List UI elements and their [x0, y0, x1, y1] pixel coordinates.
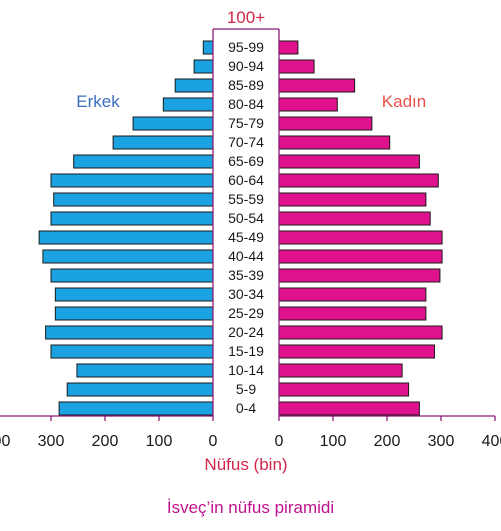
right-tick-label-0: 0 — [275, 433, 284, 450]
bar-kadin-40-44 — [278, 249, 443, 264]
bar-kadin-20-24 — [278, 325, 443, 340]
left-tick-label-100: 100 — [146, 433, 173, 450]
bar-erkek-40-44 — [42, 249, 214, 264]
left-tick-label-200: 200 — [92, 433, 119, 450]
bar-kadin-75-79 — [278, 116, 373, 131]
chart-title: İsveç’in nüfus piramidi — [166, 498, 335, 517]
bar-erkek-0-4 — [58, 401, 214, 416]
bar-kadin-85-89 — [278, 78, 356, 93]
age-label-0-4: 0-4 — [236, 400, 256, 416]
age-label-85-89: 85-89 — [228, 77, 264, 93]
age-label-65-69: 65-69 — [228, 153, 264, 169]
age-label-45-49: 45-49 — [228, 229, 264, 245]
left-tick-label-400: 400 — [0, 433, 10, 450]
age-label-15-19: 15-19 — [228, 343, 264, 359]
bar-erkek-25-29 — [54, 306, 214, 321]
bar-kadin-95-99 — [278, 40, 299, 55]
age-label-20-24: 20-24 — [228, 324, 264, 340]
right-tick-label-300: 300 — [428, 433, 455, 450]
right-tick-label-100: 100 — [320, 433, 347, 450]
bar-erkek-90-94 — [193, 59, 214, 74]
age-label-10-14: 10-14 — [228, 362, 264, 378]
bar-erkek-95-99 — [202, 40, 214, 55]
series-label-kadin: Kadın — [382, 92, 426, 111]
bar-erkek-85-89 — [174, 78, 214, 93]
top-age-label: 100+ — [227, 8, 265, 27]
bar-erkek-45-49 — [38, 230, 214, 245]
bar-erkek-30-34 — [54, 287, 214, 302]
bar-erkek-10-14 — [76, 363, 214, 378]
bar-kadin-55-59 — [278, 192, 427, 207]
bar-erkek-75-79 — [132, 116, 214, 131]
age-label-55-59: 55-59 — [228, 191, 264, 207]
age-label-25-29: 25-29 — [228, 305, 264, 321]
age-label-5-9: 5-9 — [236, 381, 256, 397]
age-label-70-74: 70-74 — [228, 134, 264, 150]
bar-kadin-80-84 — [278, 97, 338, 112]
series-label-erkek: Erkek — [76, 92, 120, 111]
bar-kadin-35-39 — [278, 268, 441, 283]
bar-kadin-10-14 — [278, 363, 403, 378]
age-label-40-44: 40-44 — [228, 248, 264, 264]
bar-erkek-15-19 — [50, 344, 214, 359]
bar-kadin-30-34 — [278, 287, 427, 302]
bar-erkek-50-54 — [50, 211, 214, 226]
bar-kadin-65-69 — [278, 154, 420, 169]
bar-erkek-60-64 — [50, 173, 214, 188]
age-label-80-84: 80-84 — [228, 96, 264, 112]
age-label-50-54: 50-54 — [228, 210, 264, 226]
bar-erkek-35-39 — [50, 268, 214, 283]
age-label-90-94: 90-94 — [228, 58, 264, 74]
bar-kadin-70-74 — [278, 135, 391, 150]
bar-kadin-25-29 — [278, 306, 427, 321]
left-tick-label-300: 300 — [38, 433, 65, 450]
right-tick-label-200: 200 — [374, 433, 401, 450]
bar-erkek-55-59 — [53, 192, 214, 207]
age-label-60-64: 60-64 — [228, 172, 264, 188]
right-tick-label-400: 400 — [482, 433, 501, 450]
bar-erkek-80-84 — [162, 97, 214, 112]
bar-kadin-50-54 — [278, 211, 431, 226]
age-label-30-34: 30-34 — [228, 286, 264, 302]
bar-erkek-65-69 — [73, 154, 214, 169]
x-axis-label: Nüfus (bin) — [204, 455, 287, 474]
bar-kadin-60-64 — [278, 173, 439, 188]
age-label-95-99: 95-99 — [228, 39, 264, 55]
bar-erkek-70-74 — [112, 135, 214, 150]
left-tick-label-0: 0 — [209, 433, 218, 450]
bar-kadin-15-19 — [278, 344, 436, 359]
age-label-35-39: 35-39 — [228, 267, 264, 283]
bar-erkek-5-9 — [66, 382, 214, 397]
age-label-75-79: 75-79 — [228, 115, 264, 131]
bar-kadin-5-9 — [278, 382, 410, 397]
bar-kadin-45-49 — [278, 230, 443, 245]
bar-kadin-90-94 — [278, 59, 315, 74]
bar-erkek-20-24 — [45, 325, 214, 340]
bar-kadin-0-4 — [278, 401, 420, 416]
